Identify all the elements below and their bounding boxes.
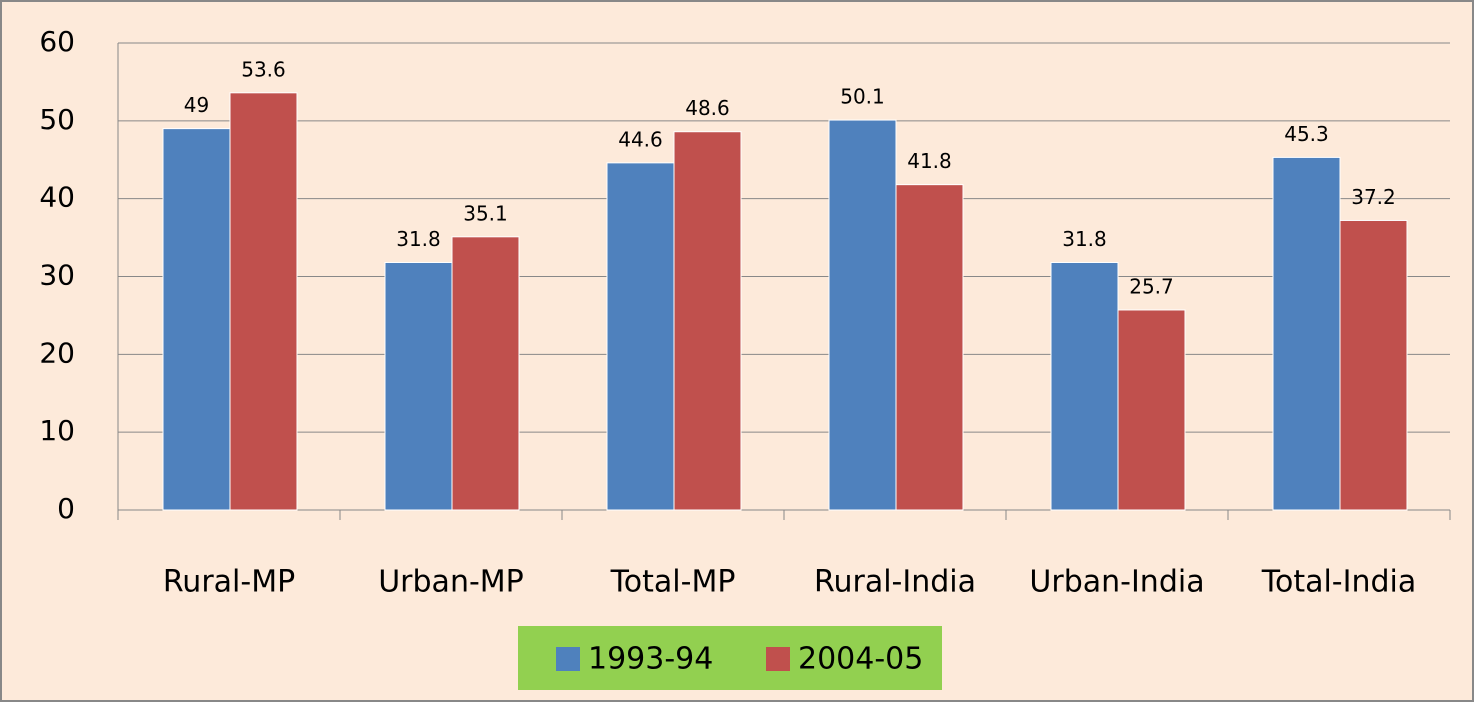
data-label: 25.7 bbox=[1129, 274, 1174, 298]
y-tick-label: 0 bbox=[57, 492, 75, 525]
data-label: 31.8 bbox=[1062, 227, 1107, 251]
bar bbox=[1339, 219, 1408, 511]
y-tick-label: 30 bbox=[39, 259, 75, 292]
bar bbox=[1050, 261, 1119, 511]
bar bbox=[606, 162, 675, 511]
x-tick-label: Total-MP bbox=[610, 565, 736, 600]
data-label: 41.8 bbox=[907, 149, 952, 173]
data-label: 31.8 bbox=[396, 227, 441, 251]
data-label: 35.1 bbox=[463, 201, 508, 225]
data-label: 49 bbox=[184, 93, 209, 117]
bar bbox=[828, 119, 897, 511]
y-tick-label: 10 bbox=[39, 414, 75, 447]
legend-swatch bbox=[556, 647, 580, 671]
bar bbox=[1117, 309, 1186, 511]
legend-swatch bbox=[766, 647, 790, 671]
y-tick-label: 60 bbox=[39, 25, 75, 58]
x-tick-label: Rural-India bbox=[814, 565, 976, 600]
bar bbox=[229, 92, 298, 511]
legend-label: 1993-94 bbox=[588, 642, 713, 677]
y-tick-label: 20 bbox=[39, 336, 75, 369]
data-label: 45.3 bbox=[1284, 122, 1329, 146]
bar bbox=[451, 236, 520, 511]
legend-label: 2004-05 bbox=[798, 642, 923, 677]
data-label: 44.6 bbox=[618, 127, 663, 151]
data-label: 50.1 bbox=[840, 85, 885, 109]
bar bbox=[384, 261, 453, 511]
y-tick-label: 40 bbox=[39, 181, 75, 214]
x-tick-label: Urban-MP bbox=[378, 565, 524, 600]
data-label: 53.6 bbox=[241, 57, 286, 81]
x-tick-label: Total-India bbox=[1261, 565, 1417, 600]
bar bbox=[673, 131, 742, 511]
x-tick-label: Urban-India bbox=[1029, 565, 1204, 600]
x-tick-label: Rural-MP bbox=[163, 565, 295, 600]
data-label: 48.6 bbox=[685, 96, 730, 120]
legend-box bbox=[518, 626, 942, 690]
data-label: 37.2 bbox=[1351, 185, 1396, 209]
bar bbox=[1272, 156, 1341, 511]
bar bbox=[895, 184, 964, 511]
y-tick-label: 50 bbox=[39, 103, 75, 136]
bar bbox=[162, 128, 231, 511]
